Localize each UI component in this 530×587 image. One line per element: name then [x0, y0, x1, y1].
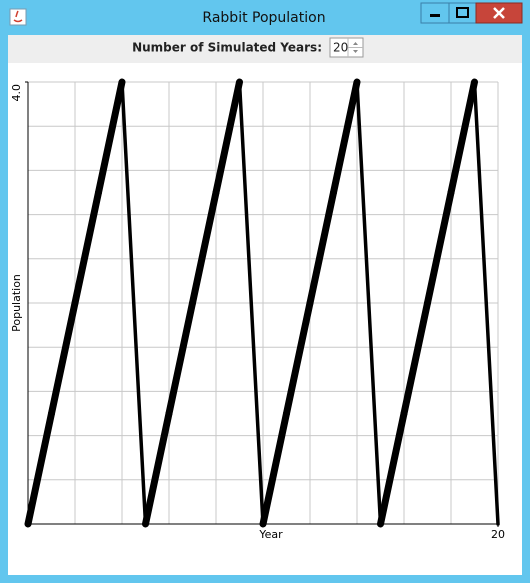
line-segment	[330, 78, 361, 196]
line-segment	[447, 78, 478, 196]
line-segment	[259, 410, 290, 528]
line-segment	[472, 80, 500, 526]
x-axis-label: Year	[258, 528, 283, 541]
line-segment	[237, 80, 265, 526]
line-segment	[71, 189, 102, 307]
maximize-button[interactable]	[448, 2, 477, 24]
minimize-button[interactable]	[420, 2, 450, 24]
line-segment	[400, 299, 431, 417]
line-segment	[24, 410, 55, 528]
line-segment	[189, 189, 220, 307]
line-segment	[95, 78, 126, 196]
close-button[interactable]	[475, 2, 523, 24]
line-segment	[283, 299, 314, 417]
line-segment	[306, 189, 337, 307]
line-segment	[377, 410, 408, 528]
line-segment	[355, 80, 383, 526]
app-icon	[9, 8, 27, 26]
years-spinner[interactable]: 20	[329, 37, 364, 58]
x-tick-label: 20	[491, 528, 505, 541]
line-segment	[212, 78, 243, 196]
line-segment	[120, 80, 148, 526]
line-segment	[424, 189, 455, 307]
line-segment	[165, 299, 196, 417]
y-axis-label: Population	[10, 274, 23, 332]
line-segment	[48, 299, 79, 417]
years-value: 20	[333, 41, 348, 55]
y-tick-label: 4.0	[10, 84, 23, 102]
line-segment	[142, 410, 173, 528]
toolbar	[8, 35, 522, 63]
window-title: Rabbit Population	[202, 10, 325, 26]
content	[8, 35, 522, 575]
years-label: Number of Simulated Years:	[132, 41, 322, 55]
